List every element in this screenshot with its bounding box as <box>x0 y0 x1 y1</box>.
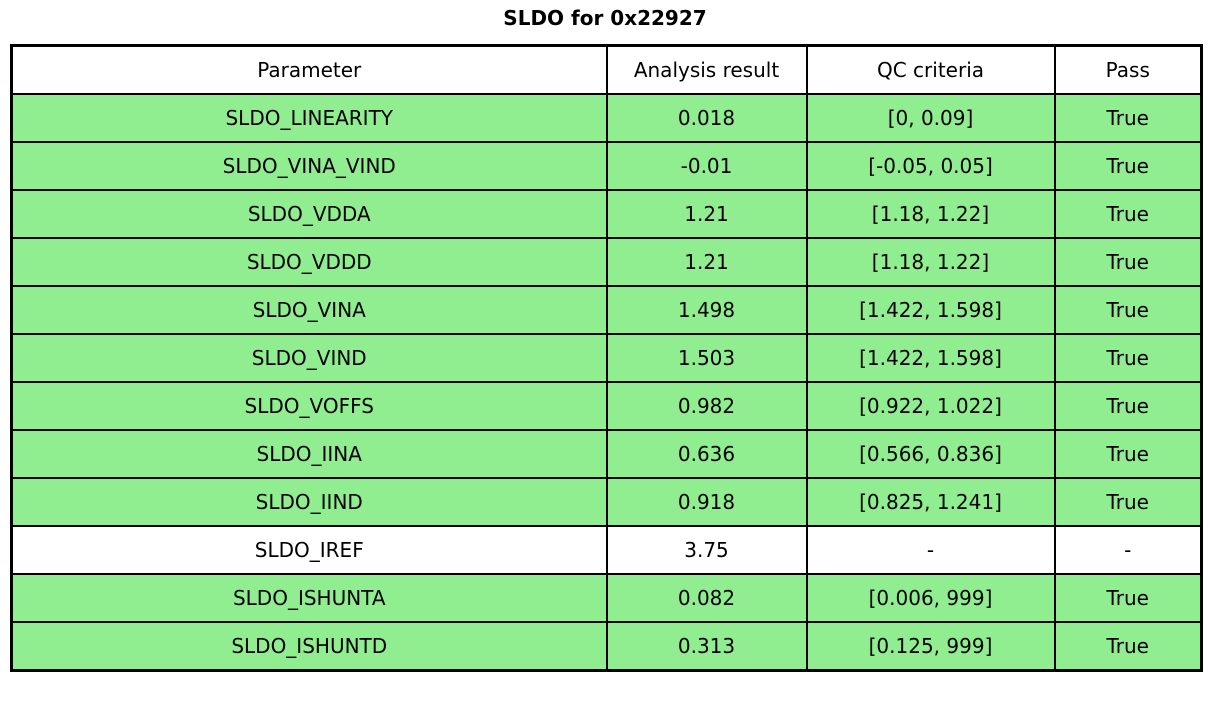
pass-cell: True <box>1053 285 1203 335</box>
parameter-cell: SLDO_VDDD <box>10 237 608 287</box>
qc-criteria-cell: [1.422, 1.598] <box>805 285 1056 335</box>
analysis-result-cell: 1.498 <box>605 285 808 335</box>
parameter-cell: SLDO_ISHUNTA <box>10 573 608 623</box>
parameter-cell: SLDO_ISHUNTD <box>10 621 608 672</box>
parameter-cell: SLDO_LINEARITY <box>10 93 608 143</box>
pass-cell: True <box>1053 141 1203 191</box>
qc-criteria-cell: [1.422, 1.598] <box>805 333 1056 383</box>
table-row: SLDO_VOFFS 0.982 [0.922, 1.022] True <box>10 381 1203 431</box>
parameter-cell: SLDO_VINA_VIND <box>10 141 608 191</box>
table-row: SLDO_LINEARITY 0.018 [0, 0.09] True <box>10 93 1203 143</box>
qc-criteria-cell: [0, 0.09] <box>805 93 1056 143</box>
header-analysis-result: Analysis result <box>605 44 808 95</box>
analysis-result-cell: 0.313 <box>605 621 808 672</box>
analysis-result-cell: -0.01 <box>605 141 808 191</box>
pass-cell: True <box>1053 573 1203 623</box>
parameter-cell: SLDO_VDDA <box>10 189 608 239</box>
analysis-result-cell: 1.21 <box>605 237 808 287</box>
table-row: SLDO_VINA_VIND -0.01 [-0.05, 0.05] True <box>10 141 1203 191</box>
parameter-cell: SLDO_IREF <box>10 525 608 575</box>
parameter-cell: SLDO_VINA <box>10 285 608 335</box>
table-body: SLDO_LINEARITY 0.018 [0, 0.09] True SLDO_VIN… <box>10 93 1203 672</box>
qc-criteria-cell: [-0.05, 0.05] <box>805 141 1056 191</box>
table-row: SLDO_IREF 3.75- - <box>10 525 1203 575</box>
table-row: SLDO_VIND 1.503 [1.422, 1.598] True <box>10 333 1203 383</box>
pass-cell: True <box>1053 237 1203 287</box>
qc-criteria-cell: [1.18, 1.22] <box>805 189 1056 239</box>
qc-criteria-cell: [1.18, 1.22] <box>805 237 1056 287</box>
qc-criteria-cell: - <box>805 525 1056 575</box>
qc-criteria-cell: [0.006, 999] <box>805 573 1056 623</box>
analysis-result-cell: 0.918 <box>605 477 808 527</box>
pass-cell: True <box>1053 93 1203 143</box>
pass-cell: True <box>1053 381 1203 431</box>
table-header-row: Parameter Analysis result QC criteria Pa… <box>10 44 1203 95</box>
table-row: SLDO_VDDA 1.21 [1.18, 1.22] True <box>10 189 1203 239</box>
header-pass: Pass <box>1053 44 1203 95</box>
qc-criteria-cell: [0.566, 0.836] <box>805 429 1056 479</box>
pass-cell: True <box>1053 189 1203 239</box>
pass-cell: True <box>1053 477 1203 527</box>
table-row: SLDO_IIND 0.918 [0.825, 1.241] True <box>10 477 1203 527</box>
table-row: SLDO_ISHUNTD 0.313 [0.125, 999] True <box>10 621 1203 672</box>
table-row: SLDO_VDDD 1.21 [1.18, 1.22] True <box>10 237 1203 287</box>
pass-cell: True <box>1053 333 1203 383</box>
table-row: SLDO_VINA 1.498 [1.422, 1.598] True <box>10 285 1203 335</box>
parameter-cell: SLDO_VOFFS <box>10 381 608 431</box>
pass-cell: - <box>1053 525 1203 575</box>
parameter-cell: SLDO_IIND <box>10 477 608 527</box>
analysis-result-cell: 3.75 <box>605 525 808 575</box>
analysis-result-cell: 0.018 <box>605 93 808 143</box>
qc-criteria-cell: [0.125, 999] <box>805 621 1056 672</box>
pass-cell: True <box>1053 621 1203 672</box>
pass-cell: True <box>1053 429 1203 479</box>
header-qc-criteria: QC criteria <box>805 44 1056 95</box>
qc-results-table: Parameter Analysis result QC criteria Pa… <box>10 44 1203 672</box>
header-parameter: Parameter <box>10 44 608 95</box>
figure-title: SLDO for 0x22927 <box>503 6 707 30</box>
analysis-result-cell: 0.982 <box>605 381 808 431</box>
qc-criteria-cell: [0.922, 1.022] <box>805 381 1056 431</box>
analysis-result-cell: 1.503 <box>605 333 808 383</box>
qc-criteria-cell: [0.825, 1.241] <box>805 477 1056 527</box>
table-row: SLDO_ISHUNTA 0.082 [0.006, 999] True <box>10 573 1203 623</box>
analysis-result-cell: 0.082 <box>605 573 808 623</box>
analysis-result-cell: 1.21 <box>605 189 808 239</box>
parameter-cell: SLDO_VIND <box>10 333 608 383</box>
analysis-result-cell: 0.636 <box>605 429 808 479</box>
table-row: SLDO_IINA 0.636 [0.566, 0.836] True <box>10 429 1203 479</box>
parameter-cell: SLDO_IINA <box>10 429 608 479</box>
